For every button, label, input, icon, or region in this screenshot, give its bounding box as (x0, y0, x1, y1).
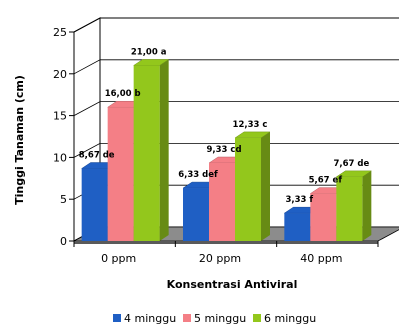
x-axis-category-labels: 0 ppm 20 ppm 40 ppm (101, 252, 342, 265)
data-label: 7,67 de (333, 159, 369, 169)
y-tick-label: 25 (53, 26, 67, 39)
bar-front (336, 176, 363, 241)
x-tick-label: 20 ppm (199, 252, 241, 265)
x-axis-title: Konsentrasi Antiviral (167, 278, 298, 291)
data-label: 6,33 def (178, 170, 218, 180)
gridline (73, 17, 399, 33)
bar-front (133, 65, 160, 241)
gridline (73, 142, 399, 158)
y-tick-label: 5 (60, 193, 67, 206)
bar-side (261, 131, 270, 241)
data-label: 16,00 b (105, 89, 141, 99)
bar-side (159, 59, 169, 241)
y-tick-label: 15 (53, 110, 67, 123)
bar-front (209, 163, 235, 241)
legend-item: 6 minggu (253, 312, 316, 325)
bar-front (284, 213, 311, 241)
legend-item: 4 minggu (113, 312, 176, 325)
legend-swatch (183, 314, 191, 322)
y-tick-label: 20 (53, 68, 67, 81)
legend-swatch (253, 314, 261, 322)
bar-front (183, 188, 209, 241)
bar-front (310, 193, 337, 241)
legend-label: 6 minggu (264, 312, 316, 325)
data-label: 5,67 ef (309, 176, 343, 186)
legend-label: 5 minggu (194, 312, 246, 325)
bar (335, 170, 373, 241)
bar-front (81, 168, 108, 241)
x-tick-label: 40 ppm (300, 252, 342, 265)
y-axis-tick-labels: 0 5 10 15 20 25 (53, 26, 67, 248)
y-tick-label: 0 (60, 235, 67, 248)
gridline (73, 59, 399, 75)
legend-swatch (113, 314, 121, 322)
floor-edge (74, 241, 378, 244)
bar-front (107, 107, 134, 242)
bar (132, 59, 170, 241)
data-label: 9,33 cd (206, 145, 241, 155)
y-tick-label: 10 (53, 151, 67, 164)
legend-item: 5 minggu (183, 312, 246, 325)
legend-label: 4 minggu (124, 312, 176, 325)
bar-front (235, 137, 261, 241)
data-label: 21,00 a (131, 47, 167, 57)
data-label: 8,67 de (79, 151, 115, 161)
bar (234, 131, 271, 241)
data-labels: 8,67 de 16,00 b 21,00 a 6,33 def 9,33 cd 12,3… (79, 47, 370, 205)
bars (80, 59, 373, 242)
gridline (73, 101, 399, 116)
x-tick-label: 0 ppm (101, 252, 136, 265)
y-axis-title: Tinggi Tanaman (cm) (13, 75, 26, 205)
bar-side (362, 170, 372, 241)
legend: 4 minggu 5 minggu 6 minggu (113, 312, 316, 325)
data-label: 12,33 c (233, 120, 268, 130)
data-label: 3,33 f (286, 195, 314, 205)
